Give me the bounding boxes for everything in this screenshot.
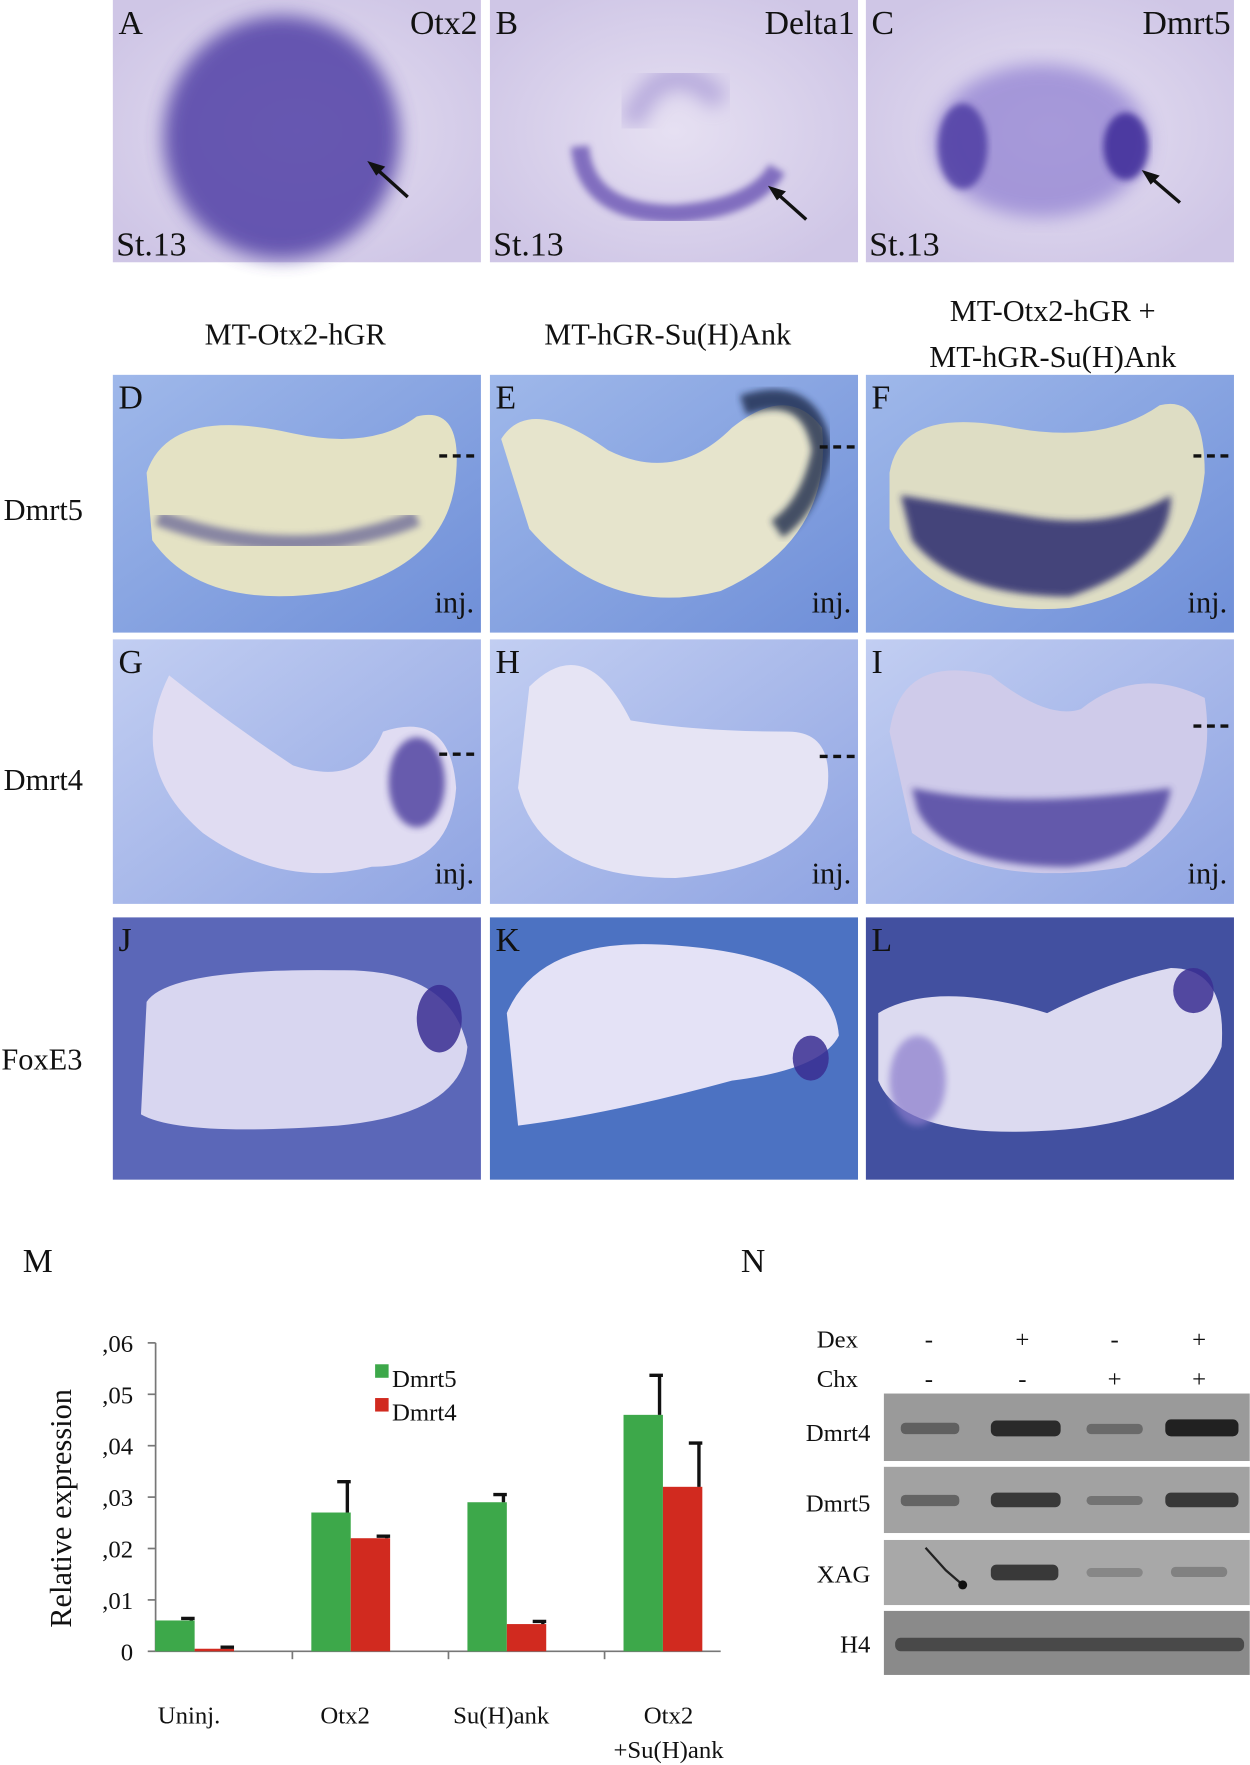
injected-label: inj. [434,857,474,891]
bar [155,1620,195,1652]
error-bar [181,1616,195,1621]
y-tick-label: ,03 [102,1485,133,1512]
injected-label: inj. [1188,857,1228,891]
photo-row-3 [112,639,1234,904]
condition-sign: - [925,1326,933,1353]
error-bar [532,1619,547,1625]
y-tick-label: ,05 [102,1382,133,1409]
condition-sign: - [1111,1326,1119,1353]
band-label: XAG [817,1562,871,1589]
y-tick-label: 0 [121,1639,133,1666]
panel-letter: M [23,1243,53,1280]
injected-label: inj. [812,585,852,619]
column-header: MT-hGR-Su(H)Ank [544,317,792,351]
x-tick-label: Su(H)ank [453,1702,550,1729]
gene-label: Delta1 [765,5,855,42]
panel-letter: J [118,922,131,959]
condition-sign: - [925,1366,933,1393]
condition-sign: - [1018,1366,1026,1393]
panel-letter: N [741,1243,765,1280]
panel-letter: E [496,380,517,417]
panel-letter: G [118,644,142,681]
error-bar [688,1441,703,1487]
x-tick-label: +Su(H)ank [613,1737,724,1764]
y-tick-label: ,04 [102,1434,133,1461]
error-bar [493,1492,507,1503]
injected-label: inj. [434,585,474,619]
chart: 0 ,01 ,02 ,03 ,04 ,05 ,06 Uninj. Otx2 Su(H)ank Otx… [102,1331,724,1764]
stage-label: St.13 [493,227,563,264]
panel-letter: A [118,5,143,42]
gel [883,1393,1250,1675]
panel-letter: D [118,380,142,417]
gene-label: Dmrt5 [1142,5,1230,42]
photo-row-4 [112,917,1234,1180]
condition-sign: + [1108,1366,1122,1393]
error-bar [337,1479,351,1513]
photo-row-1 [112,0,1234,263]
stage-label: St.13 [869,227,939,264]
y-tick-label: ,01 [102,1588,133,1615]
gel-labels: Dex - + - + Chx - - + + Dmrt4 Dmrt5 XAG H4 [806,1326,1206,1658]
x-tick-label: Otx2 [320,1702,370,1729]
x-tick-label: Uninj. [158,1702,221,1729]
bar [350,1538,391,1652]
error-bar [649,1373,663,1415]
condition-label: Chx [817,1366,859,1393]
panel-letter: B [496,5,519,42]
bar [194,1648,235,1652]
panel-letter: K [496,922,521,959]
bar [623,1414,663,1652]
stage-label: St.13 [116,227,186,264]
row-label: Dmrt4 [4,763,83,797]
band-label: Dmrt5 [806,1491,871,1518]
legend-swatch [375,1398,389,1412]
bar [506,1624,547,1652]
row-label: FoxE3 [1,1042,82,1076]
y-tick-label: ,06 [102,1331,133,1358]
band-label: H4 [840,1631,870,1658]
legend-swatch [375,1364,389,1378]
column-header: MT-Otx2-hGR [205,317,387,351]
injected-label: inj. [1188,585,1228,619]
row-label: Dmrt5 [4,493,83,527]
bar [467,1502,507,1652]
panel-letter: I [872,644,883,681]
condition-sign: + [1192,1366,1206,1393]
photo-row-2 [112,374,1234,633]
y-tick-label: ,02 [102,1537,133,1564]
injected-label: inj. [812,857,852,891]
gene-label: Otx2 [410,5,477,42]
error-bar [376,1534,391,1539]
condition-sign: + [1192,1326,1206,1353]
column-header: MT-hGR-Su(H)Ank [929,340,1177,374]
x-tick-label: Otx2 [644,1702,694,1729]
panel-letter: F [872,380,891,417]
condition-sign: + [1015,1326,1029,1353]
panel-letter: H [496,644,520,681]
band-label: Dmrt4 [806,1420,871,1447]
y-axis-label: Relative expression [44,1389,78,1628]
panel-letter: L [872,922,893,959]
condition-label: Dex [817,1326,859,1353]
legend-label: Dmrt4 [392,1400,457,1427]
panel-letter: C [872,5,895,42]
column-header: MT-Otx2-hGR + [950,294,1156,328]
bar [311,1512,351,1652]
legend-label: Dmrt5 [392,1366,457,1393]
error-bar [220,1645,235,1649]
bar [662,1486,703,1652]
